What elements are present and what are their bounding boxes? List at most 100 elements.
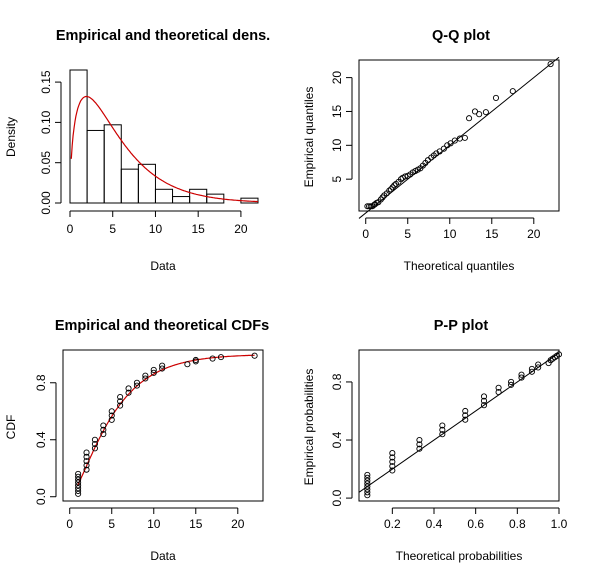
density-bars (69, 69, 259, 204)
cdf-xlabel: Data (150, 549, 176, 563)
pp-point (555, 351, 563, 358)
cdf-plot-frame (62, 349, 264, 502)
qq-y-axis: 5 10 15 20 (330, 71, 353, 183)
cdf-point (117, 393, 124, 401)
pp-panel: P-P plot Theoretical probabilities Empir… (302, 318, 568, 563)
pp-point (462, 412, 469, 419)
pp-point (364, 471, 371, 478)
pp-point (535, 364, 542, 371)
cdf-point (75, 482, 82, 489)
pp-title: P-P plot (434, 318, 489, 334)
pp-point (364, 483, 371, 490)
cdf-point (75, 476, 82, 483)
qq-y-tick-label: 20 (330, 71, 344, 85)
pp-point (518, 374, 525, 381)
qq-plot-frame (358, 59, 560, 212)
cdf-point (150, 366, 157, 373)
cdf-point (75, 470, 82, 477)
qq-point (440, 145, 447, 152)
pp-point (439, 422, 446, 429)
cdf-point (100, 422, 107, 429)
cdf-panel: Empirical and theoretical CDFs Data CDF … (4, 318, 269, 563)
pp-point (416, 441, 423, 448)
pp-point (364, 480, 371, 487)
qq-point (402, 173, 409, 180)
cdf-point (159, 362, 166, 369)
cdf-point (150, 369, 157, 376)
cdf-x-tick-label: 0 (66, 517, 73, 531)
pp-point (364, 477, 371, 484)
qq-point (471, 108, 479, 115)
density-x-tick-label: 15 (192, 222, 206, 236)
pp-point (364, 486, 371, 493)
cdf-point (83, 449, 90, 456)
qq-x-tick-label: 20 (527, 227, 541, 241)
cdf-point (133, 382, 140, 389)
cdf-point (91, 440, 98, 448)
pp-y-tick-label: 0.8 (330, 373, 344, 390)
pp-x-axis: 0.2 0.4 0.6 0.8 1.0 (384, 507, 568, 531)
pp-point (462, 407, 469, 415)
cdf-point (108, 408, 115, 415)
cdf-point (83, 466, 90, 473)
cdf-point (100, 426, 107, 433)
qq-point (433, 150, 440, 157)
density-y-tick-label: 0.00 (39, 191, 53, 215)
cdf-point (108, 412, 115, 419)
qq-point (386, 187, 393, 194)
qq-point (492, 94, 500, 101)
density-plot: 0 5 10 15 20 0.00 0.05 0.10 0.15 (39, 69, 259, 236)
pp-points (364, 351, 563, 499)
cdf-plot: 0 5 10 15 20 0.0 0.4 0.8 (34, 349, 264, 531)
cdf-point (117, 402, 124, 409)
pp-point (528, 368, 535, 375)
pp-point (439, 431, 446, 438)
pp-point (495, 384, 502, 391)
cdf-point (75, 487, 82, 495)
pp-plot: 0.2 0.4 0.6 0.8 1.0 0.0 0.4 0.8 (330, 349, 568, 531)
density-y-tick-label: 0.15 (39, 70, 53, 94)
pp-point (462, 416, 469, 423)
pp-point (535, 361, 542, 368)
pp-xlabel: Theoretical probabilities (396, 549, 523, 563)
density-y-tick-label: 0.10 (39, 110, 53, 134)
cdf-point (142, 372, 149, 379)
cdf-point (217, 354, 225, 361)
cdf-point (75, 485, 82, 492)
qq-point (371, 201, 379, 208)
pp-point (518, 371, 525, 378)
pp-point (416, 436, 423, 444)
pp-point (508, 381, 515, 388)
pp-point (364, 492, 371, 499)
qq-point (447, 140, 454, 147)
qq-point (397, 176, 405, 183)
cdf-point (209, 355, 216, 362)
cdf-point (159, 365, 166, 372)
pp-y-tick-label: 0.4 (330, 431, 344, 448)
cdf-point (75, 473, 82, 480)
qq-x-tick-label: 5 (404, 227, 411, 241)
pp-point (364, 489, 371, 496)
cdf-point (91, 436, 98, 443)
qq-panel: Q-Q plot Theoretical quantiles Empirical… (302, 28, 560, 273)
pp-point (480, 402, 488, 409)
cdf-x-axis: 0 5 10 15 20 (66, 507, 245, 531)
pp-point (364, 474, 371, 481)
density-x-tick-label: 10 (149, 222, 163, 236)
qq-y-tick-label: 15 (330, 104, 344, 118)
density-panel: Empirical and theoretical dens. Data Den… (4, 28, 270, 273)
cdf-title: Empirical and theoretical CDFs (55, 318, 269, 334)
density-x-tick-label: 20 (234, 222, 248, 236)
qq-plot: 0 5 10 15 20 5 10 15 20 (330, 56, 560, 241)
qq-ylabel: Empirical quantiles (302, 87, 316, 188)
pp-point (389, 463, 396, 470)
cdf-y-tick-label: 0.8 (34, 374, 48, 391)
pp-point (480, 397, 488, 404)
pp-x-tick-label: 0.6 (467, 517, 484, 531)
cdf-x-tick-label: 10 (147, 517, 161, 531)
pp-point (389, 450, 396, 457)
qq-point (547, 61, 554, 68)
pp-point (528, 365, 535, 372)
